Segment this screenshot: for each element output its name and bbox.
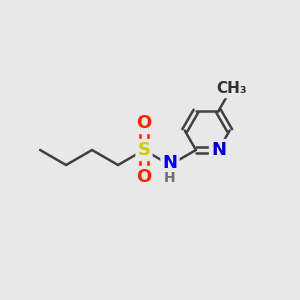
Text: N: N — [211, 141, 226, 159]
Text: S: S — [137, 141, 151, 159]
Text: CH₃: CH₃ — [216, 81, 247, 96]
Text: H: H — [164, 171, 176, 184]
Text: N: N — [163, 154, 178, 172]
Text: O: O — [136, 168, 152, 186]
Text: O: O — [136, 114, 152, 132]
